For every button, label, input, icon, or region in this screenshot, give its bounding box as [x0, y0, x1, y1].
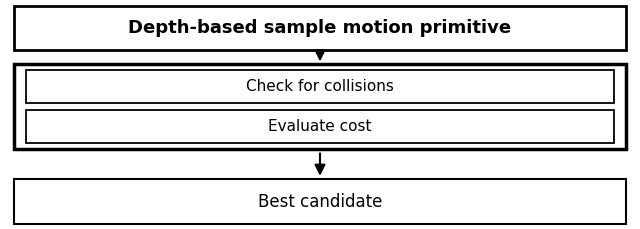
Text: Evaluate cost: Evaluate cost — [268, 119, 372, 134]
Text: Depth-based sample motion primitive: Depth-based sample motion primitive — [129, 19, 511, 37]
Text: Best candidate: Best candidate — [258, 193, 382, 210]
FancyBboxPatch shape — [26, 70, 614, 103]
Text: Check for collisions: Check for collisions — [246, 79, 394, 94]
FancyBboxPatch shape — [26, 110, 614, 143]
FancyBboxPatch shape — [14, 6, 626, 50]
FancyBboxPatch shape — [14, 179, 626, 224]
FancyBboxPatch shape — [14, 64, 626, 149]
